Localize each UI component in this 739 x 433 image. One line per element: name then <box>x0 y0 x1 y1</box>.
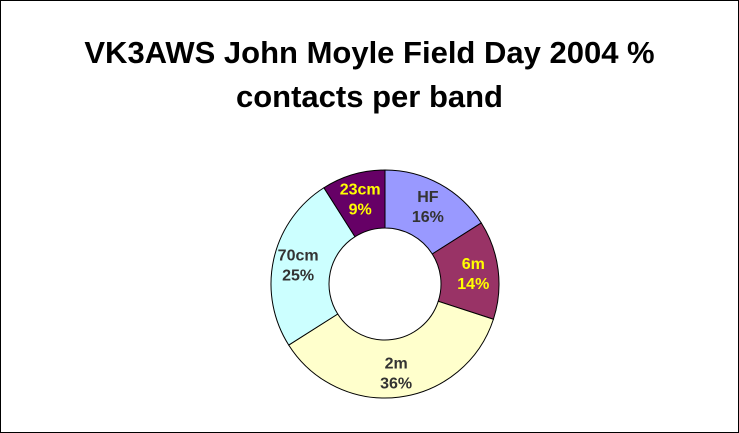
slice-value-hf: 16% <box>412 209 444 226</box>
slice-70cm <box>270 187 356 346</box>
slice-label-70cm: 70cm <box>278 248 319 265</box>
slice-value-2m: 36% <box>380 375 412 392</box>
slice-value-23cm: 9% <box>349 202 372 219</box>
slice-value-6m: 14% <box>457 276 489 293</box>
chart-title: VK3AWS John Moyle Field Day 2004 % conta… <box>1 31 738 119</box>
slice-value-70cm: 25% <box>282 268 314 285</box>
chart-title-line-1: VK3AWS John Moyle Field Day 2004 % <box>84 35 655 70</box>
slice-23cm <box>323 169 386 238</box>
slice-label-23cm: 23cm <box>340 182 381 199</box>
slice-label-6m: 6m <box>462 256 485 273</box>
slice-2m <box>288 300 495 399</box>
slice-label-2m: 2m <box>385 355 408 372</box>
chart-title-line-2: contacts per band <box>236 79 503 114</box>
slice-label-hf: HF <box>417 189 439 206</box>
